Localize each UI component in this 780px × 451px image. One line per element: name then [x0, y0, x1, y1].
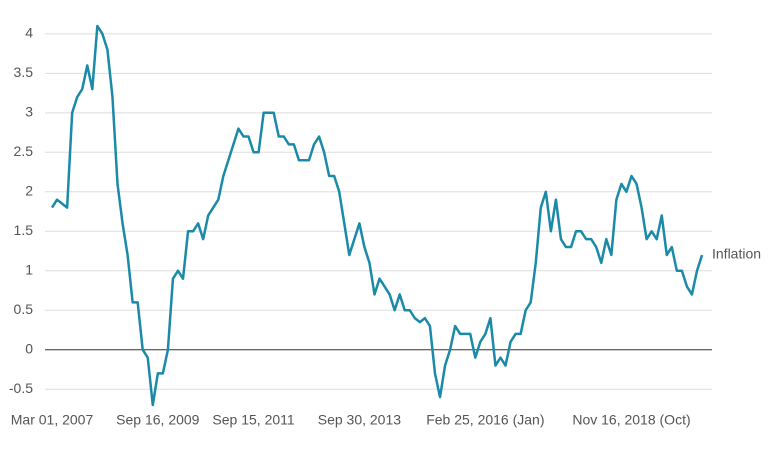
y-tick-label: -0.5: [9, 380, 33, 396]
x-tick-label: Nov 16, 2018 (Oct): [572, 412, 690, 428]
y-tick-label: 0: [25, 340, 33, 356]
series-label: Inflation: [712, 246, 761, 262]
x-tick-label: Sep 16, 2009: [116, 412, 200, 428]
x-tick-label: Mar 01, 2007: [11, 412, 94, 428]
y-tick-label: 4: [25, 25, 33, 41]
line: [50, 24, 704, 407]
y-tick-label: 3.5: [14, 64, 34, 80]
y-tick-label: 1: [25, 261, 33, 277]
y-tick-label: 3: [25, 104, 33, 120]
x-tick-label: Sep 30, 2013: [318, 412, 402, 428]
y-tick-label: 1.5: [14, 222, 34, 238]
y-tick-label: 2: [25, 182, 33, 198]
y-tick-label: 2.5: [14, 143, 34, 159]
y-tick-label: 0.5: [14, 301, 34, 317]
x-tick-label: Sep 15, 2011: [212, 412, 294, 428]
x-tick-label: Feb 25, 2016 (Jan): [426, 412, 544, 428]
